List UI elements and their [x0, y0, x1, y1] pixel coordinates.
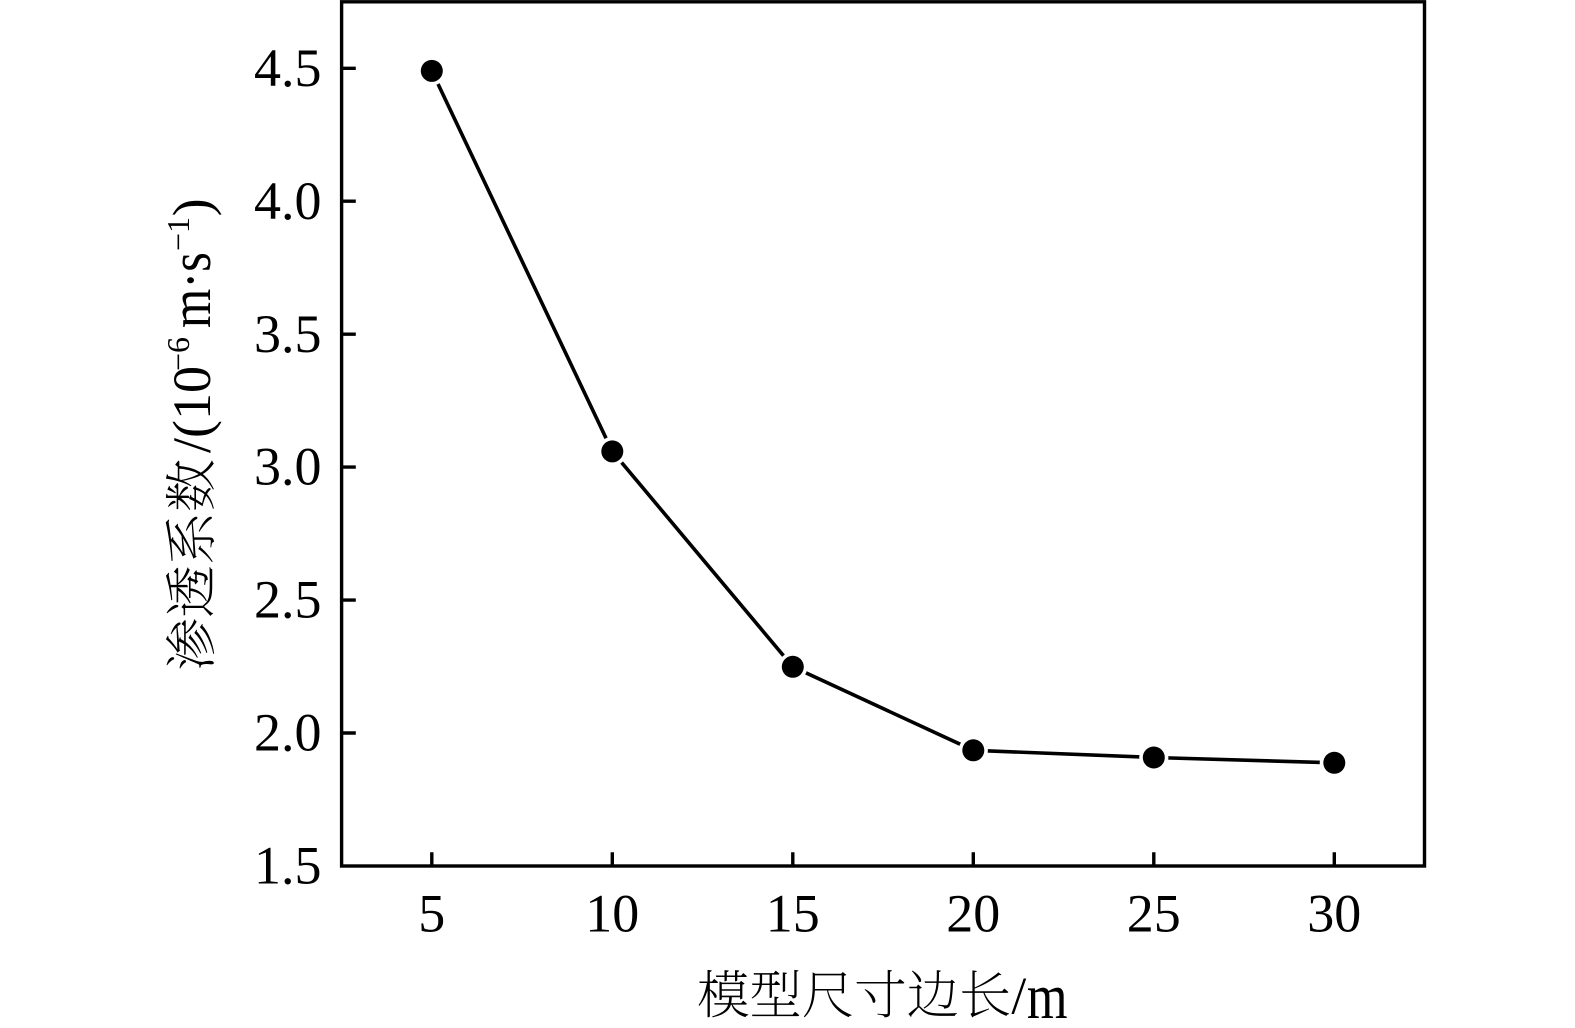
svg-text:−1: −1 [160, 217, 196, 251]
svg-text:5: 5 [418, 884, 445, 944]
svg-text:2.0: 2.0 [254, 703, 322, 763]
svg-text:15: 15 [766, 884, 820, 944]
svg-text:/: / [1011, 966, 1026, 1026]
svg-text:4.0: 4.0 [254, 171, 322, 231]
svg-text:m·s: m·s [158, 252, 223, 328]
svg-text:/(10: /(10 [162, 366, 222, 453]
svg-text:30: 30 [1307, 884, 1361, 944]
svg-text:1.5: 1.5 [254, 836, 322, 896]
svg-text:10: 10 [585, 884, 639, 944]
svg-text:3.0: 3.0 [254, 437, 322, 497]
svg-text:20: 20 [946, 884, 1000, 944]
svg-text:3.5: 3.5 [254, 304, 322, 364]
svg-text:m: m [1027, 961, 1068, 1028]
svg-text:4.5: 4.5 [254, 38, 322, 98]
svg-text:25: 25 [1127, 884, 1181, 944]
svg-text:−6: −6 [160, 337, 196, 371]
svg-text:2.5: 2.5 [254, 570, 322, 630]
svg-text:): ) [162, 198, 222, 216]
